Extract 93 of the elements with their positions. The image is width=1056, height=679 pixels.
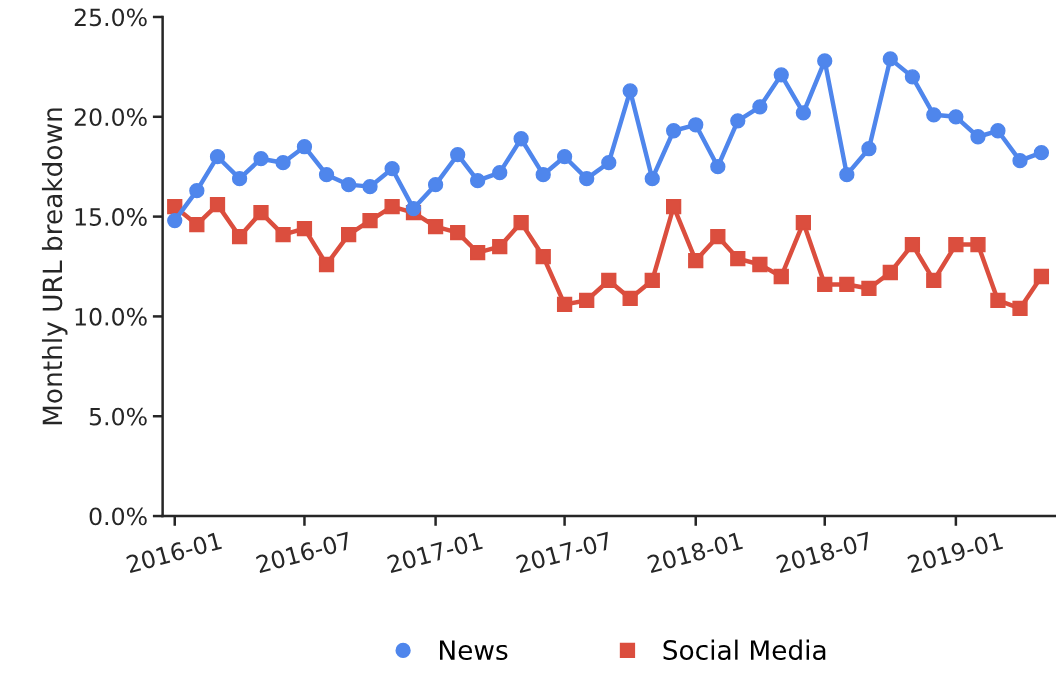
point xyxy=(688,117,704,133)
point xyxy=(622,290,638,307)
point xyxy=(990,123,1006,139)
point xyxy=(1012,153,1028,169)
point xyxy=(167,212,183,229)
point xyxy=(231,171,248,187)
point xyxy=(189,216,205,233)
point xyxy=(795,214,811,231)
y-tick-label: 25.0% xyxy=(74,8,147,27)
point xyxy=(861,141,877,157)
point xyxy=(341,226,357,243)
point xyxy=(253,204,269,221)
point xyxy=(579,171,595,187)
point xyxy=(882,51,898,67)
point xyxy=(189,183,205,199)
point xyxy=(556,149,573,165)
point xyxy=(275,226,291,243)
point xyxy=(817,53,833,69)
point xyxy=(948,236,964,253)
point xyxy=(1012,300,1028,317)
point xyxy=(318,256,335,273)
point xyxy=(513,214,529,231)
point xyxy=(601,155,617,171)
point xyxy=(556,296,573,313)
point xyxy=(492,165,508,181)
point xyxy=(710,228,726,245)
point xyxy=(644,272,660,289)
point xyxy=(904,236,921,253)
point xyxy=(990,292,1006,309)
point xyxy=(1033,145,1050,161)
point xyxy=(839,167,855,183)
point xyxy=(926,107,942,123)
y-tick-label: 15.0% xyxy=(75,208,147,226)
point xyxy=(773,67,789,83)
point xyxy=(384,198,400,215)
point xyxy=(752,99,768,115)
x-tick-label: 2018-01 xyxy=(646,531,744,574)
point xyxy=(450,224,466,241)
point xyxy=(622,83,638,99)
point xyxy=(688,252,704,269)
point xyxy=(666,123,682,139)
point xyxy=(882,264,898,281)
point xyxy=(470,244,486,261)
point xyxy=(970,129,986,145)
point xyxy=(817,276,833,293)
point xyxy=(795,105,811,121)
point xyxy=(253,151,269,167)
point xyxy=(492,238,508,255)
point xyxy=(926,272,942,289)
point xyxy=(904,69,921,85)
point xyxy=(209,149,226,165)
point xyxy=(384,161,400,177)
point xyxy=(341,177,357,193)
point xyxy=(970,236,986,253)
point xyxy=(644,171,660,187)
y-tick-label: 20.0% xyxy=(74,108,147,127)
y-axis-title: Monthly URL breakdown xyxy=(41,108,68,425)
point xyxy=(601,272,617,289)
point xyxy=(470,173,486,189)
point xyxy=(730,113,746,129)
legend-label: Social Media xyxy=(663,639,826,661)
point xyxy=(948,109,964,125)
point xyxy=(752,256,768,273)
legend-label: News xyxy=(440,640,508,661)
point xyxy=(513,131,529,147)
point xyxy=(231,228,248,245)
point xyxy=(427,177,444,193)
point xyxy=(535,248,551,265)
point xyxy=(296,220,313,237)
point xyxy=(666,198,682,215)
point xyxy=(209,196,226,213)
point xyxy=(773,268,789,285)
point xyxy=(427,218,444,235)
point xyxy=(730,250,746,267)
x-tick-label: 2019-01 xyxy=(907,531,1004,574)
point xyxy=(405,200,422,217)
point xyxy=(450,147,466,163)
x-tick-label: 2016-01 xyxy=(125,531,223,574)
y-tick-label: 0.0% xyxy=(89,507,147,526)
point xyxy=(362,179,378,195)
point xyxy=(535,167,551,183)
y-tick-label: 5.0% xyxy=(89,407,147,426)
point xyxy=(1033,268,1050,285)
point xyxy=(839,276,855,293)
point xyxy=(861,280,877,297)
point xyxy=(362,212,378,229)
point xyxy=(296,139,313,155)
point xyxy=(710,159,726,175)
point xyxy=(579,292,595,309)
y-tick-label: 10.0% xyxy=(75,307,147,326)
point xyxy=(318,167,335,183)
point xyxy=(275,155,291,171)
x-tick-label: 2017-01 xyxy=(386,531,483,574)
